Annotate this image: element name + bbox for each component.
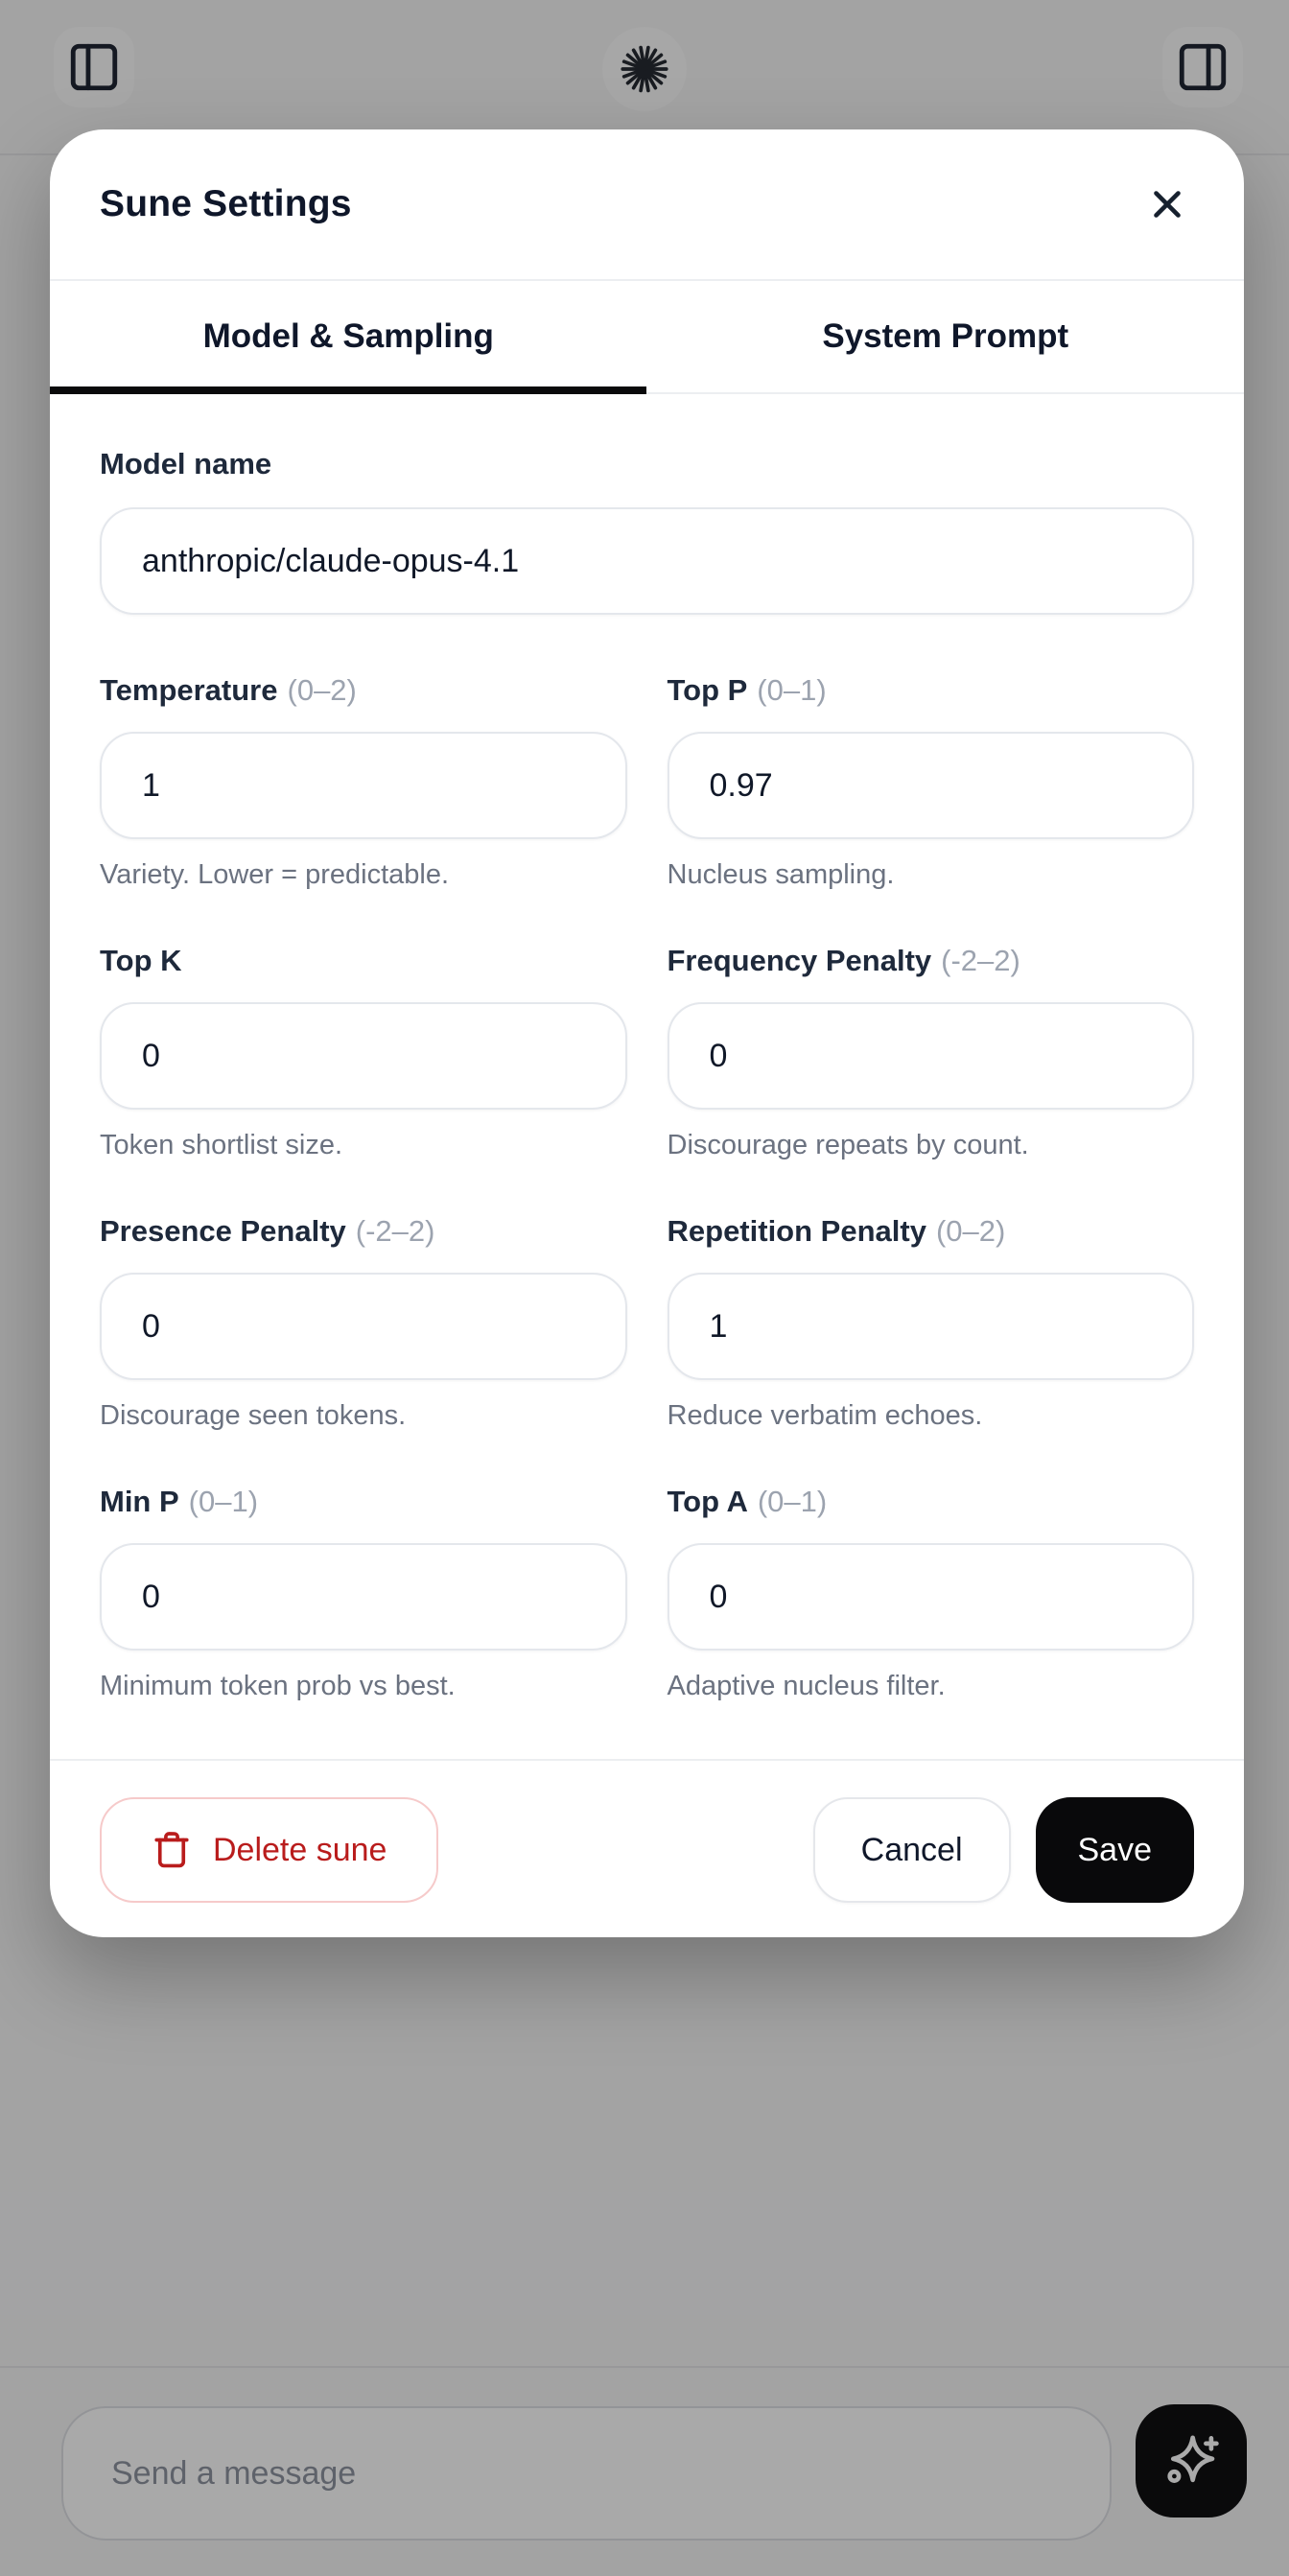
frequency-penalty-input[interactable] [667,1002,1194,1110]
send-message-button[interactable] [1136,2404,1247,2517]
repetition-penalty-range: (0–2) [935,1214,1006,1248]
temperature-helper: Variety. Lower = predictable. [100,859,450,890]
min-p-label: Min P [100,1485,179,1518]
top-k-helper: Token shortlist size. [100,1130,343,1160]
model-name-label: Model name [100,447,272,480]
frequency-penalty-label: Frequency Penalty [667,944,932,977]
trash-icon [152,1830,192,1870]
top-a-range: (0–1) [757,1485,828,1518]
modal-footer: Delete sune Cancel Save [50,1759,1244,1937]
sidebar-left-toggle-button[interactable] [54,27,134,107]
top-k-input[interactable] [100,1002,627,1110]
temperature-input[interactable] [100,732,627,839]
message-input[interactable] [61,2406,1112,2541]
delete-sune-label: Delete sune [213,1831,387,1868]
sampling-grid: Temperature (0–2) Variety. Lower = predic… [100,672,1194,1702]
frequency-penalty-range: (-2–2) [941,944,1020,977]
top-a-label: Top A [667,1485,748,1518]
delete-sune-button[interactable]: Delete sune [100,1797,439,1903]
settings-tabs: Model & Sampling System Prompt [50,281,1244,394]
top-p-label: Top P [667,673,748,707]
top-p-range: (0–1) [757,673,827,707]
starburst-icon [620,44,669,94]
active-tab-indicator [50,386,646,394]
sune-settings-modal: Sune Settings Model & Sampling System Pr… [50,129,1244,1937]
sune-home-button[interactable] [602,27,687,111]
field-top-a: Top A (0–1) Adaptive nucleus filter. [667,1484,1194,1702]
field-temperature: Temperature (0–2) Variety. Lower = predic… [100,672,627,891]
field-repetition-penalty: Repetition Penalty (0–2) Reduce verbatim … [667,1213,1194,1432]
panel-left-icon [66,39,122,95]
cancel-button[interactable]: Cancel [812,1797,1011,1903]
temperature-label: Temperature [100,673,278,707]
field-presence-penalty: Presence Penalty (-2–2) Discourage seen t… [100,1213,627,1432]
repetition-penalty-label: Repetition Penalty [667,1214,926,1248]
modal-header: Sune Settings [50,129,1244,281]
field-min-p: Min P (0–1) Minimum token prob vs best. [100,1484,627,1702]
frequency-penalty-helper: Discourage repeats by count. [667,1130,1029,1160]
presence-penalty-range: (-2–2) [355,1214,435,1248]
close-button[interactable] [1140,177,1194,231]
field-top-k: Top K Token shortlist size. [100,943,627,1161]
top-p-helper: Nucleus sampling. [667,859,895,890]
top-a-helper: Adaptive nucleus filter. [667,1671,946,1701]
field-frequency-penalty: Frequency Penalty (-2–2) Discourage repea… [667,943,1194,1161]
sparkles-icon [1160,2429,1223,2493]
presence-penalty-label: Presence Penalty [100,1214,346,1248]
save-button[interactable]: Save [1035,1797,1194,1903]
min-p-range: (0–1) [188,1485,259,1518]
sidebar-right-toggle-button[interactable] [1162,27,1243,107]
temperature-range: (0–2) [287,673,357,707]
close-icon [1145,182,1189,226]
presence-penalty-helper: Discourage seen tokens. [100,1400,407,1431]
repetition-penalty-input[interactable] [667,1273,1194,1380]
repetition-penalty-helper: Reduce verbatim echoes. [667,1400,983,1431]
model-name-input[interactable] [100,507,1194,615]
min-p-helper: Minimum token prob vs best. [100,1671,456,1701]
top-p-input[interactable] [667,732,1194,839]
modal-body: Model name Temperature (0–2) Variety. Low… [50,394,1244,1759]
presence-penalty-input[interactable] [100,1273,627,1380]
top-k-label: Top K [100,944,182,977]
panel-right-icon [1175,39,1230,95]
message-composer [0,2366,1289,2576]
modal-title: Sune Settings [100,183,352,224]
field-top-p: Top P (0–1) Nucleus sampling. [667,672,1194,891]
tab-system-prompt[interactable]: System Prompt [647,281,1245,392]
tab-model-sampling[interactable]: Model & Sampling [50,281,647,392]
top-a-input[interactable] [667,1543,1194,1651]
min-p-input[interactable] [100,1543,627,1651]
